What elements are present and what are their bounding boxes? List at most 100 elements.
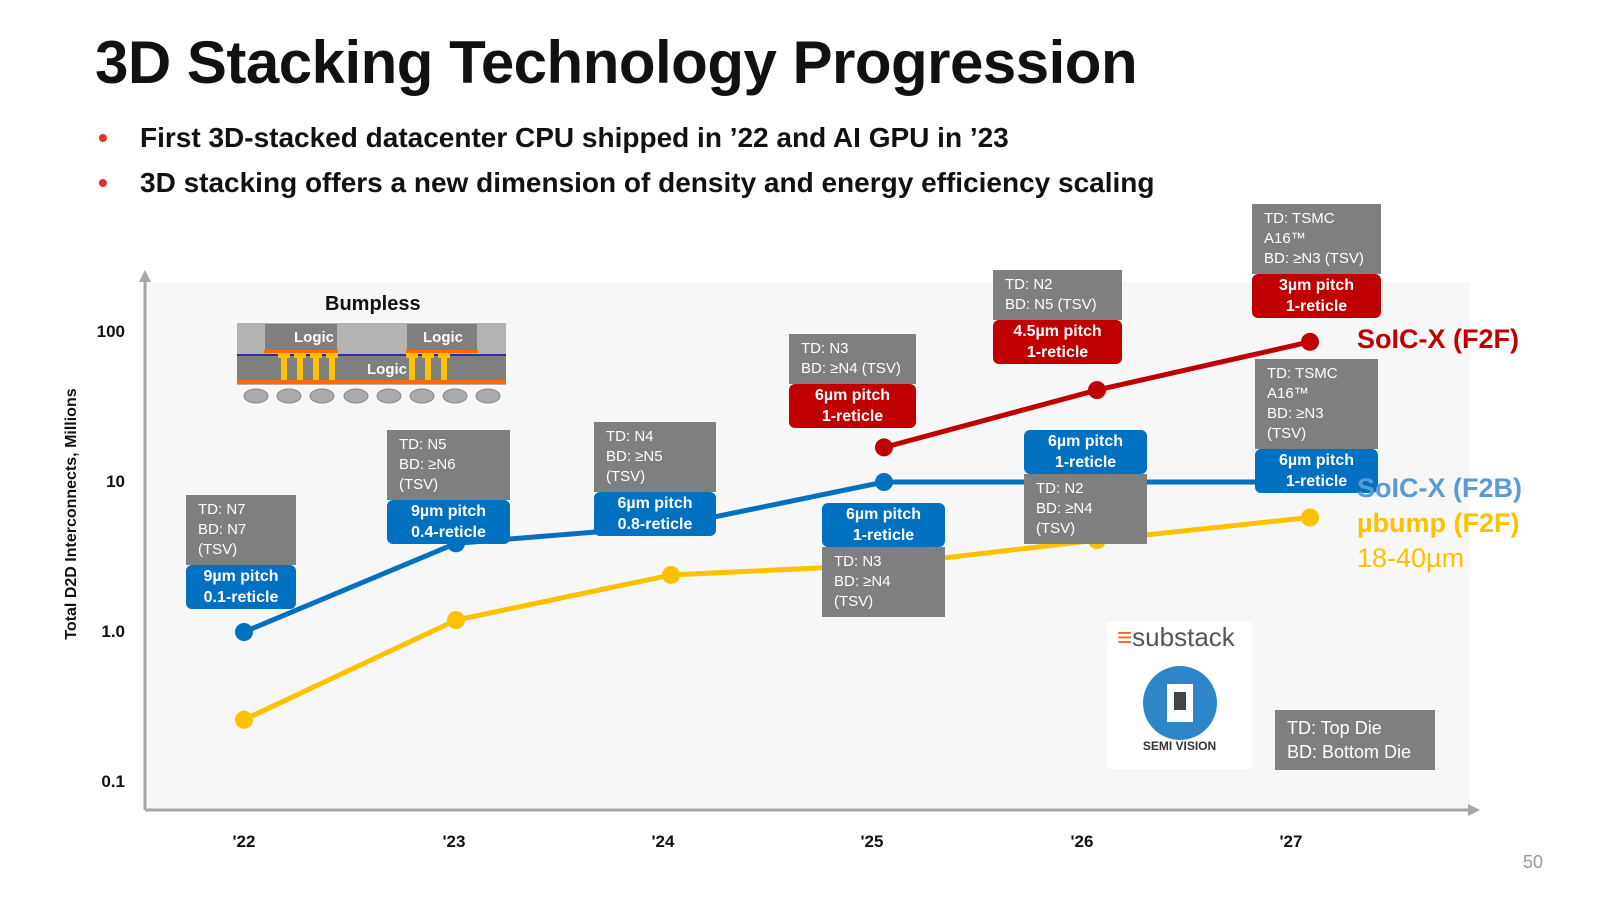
- process-info: TD: N2 BD: N5 (TSV): [993, 270, 1122, 320]
- annotation-a25r: TD: N3 BD: ≥N4 (TSV) 6µm pitch 1-reticle: [789, 334, 916, 428]
- process-line: TD: N4: [606, 428, 654, 445]
- annotation-a26b: 6µm pitch 1-reticle TD: N2 BD: ≥N4 (TSV): [1024, 430, 1147, 544]
- semi-vision-logo: ≡substack SEMI VISION: [1107, 622, 1252, 769]
- pitch-text: 9µm pitch: [203, 568, 279, 585]
- bullet-dot-icon: •: [98, 122, 108, 153]
- process-line: TD: TSMC: [1264, 210, 1335, 227]
- substack-logo: ≡substack: [1117, 622, 1235, 652]
- reticle-text: 0.4-reticle: [411, 524, 486, 541]
- process-line: BD: ≥N5 (TSV): [606, 448, 663, 485]
- process-line: TD: N7: [198, 501, 246, 518]
- data-point: [1301, 508, 1319, 527]
- annotation-a26r: TD: N2 BD: N5 (TSV) 4.5µm pitch 1-reticle: [993, 270, 1122, 364]
- process-info: TD: N3 BD: ≥N4 (TSV): [789, 334, 916, 384]
- substack-icon: ≡: [1117, 622, 1133, 652]
- annotation-a22: TD: N7 BD: N7 (TSV) 9µm pitch 0.1-reticle: [186, 495, 296, 609]
- legend-line: TD: Top Die: [1287, 718, 1382, 738]
- series-label-f2f: SoIC-X (F2F): [1357, 324, 1519, 354]
- reticle-text: 1-reticle: [1026, 344, 1089, 361]
- process-line: TD: TSMC: [1267, 365, 1338, 382]
- pitch-text: 6µm pitch: [1278, 452, 1354, 469]
- process-line: BD: ≥N6 (TSV): [399, 456, 456, 493]
- annotation-a27b: TD: TSMC A16™ BD: ≥N3 (TSV) 6µm pitch 1-reti…: [1255, 359, 1378, 493]
- logo-text: SEMI VISION: [1142, 739, 1217, 753]
- x-tick-label: '24: [651, 832, 675, 851]
- pitch-badge: 3µm pitch 1-reticle: [1252, 274, 1381, 318]
- process-line: BD: ≥N4 (TSV): [1036, 500, 1093, 537]
- pitch-badge: 6µm pitch 1-reticle: [1024, 430, 1147, 474]
- reticle-text: 1-reticle: [821, 408, 884, 425]
- page-number: 50: [1523, 852, 1544, 872]
- slide-title: 3D Stacking Technology Progression: [95, 29, 1138, 96]
- pitch-text: 9µm pitch: [410, 503, 486, 520]
- x-tick-label: '26: [1070, 832, 1094, 851]
- pitch-badge: 6µm pitch 1-reticle: [822, 503, 945, 547]
- process-info: TD: N3 BD: ≥N4 (TSV): [822, 547, 945, 617]
- bullet-1: • First 3D-stacked datacenter CPU shipped…: [98, 122, 1009, 154]
- y-tick-label: 10: [106, 472, 125, 491]
- y-tick-label: 1.0: [101, 622, 125, 641]
- reticle-text: 1-reticle: [1285, 473, 1348, 490]
- die-label: Logic: [367, 361, 407, 378]
- series-label-f2b: SoIC-X (F2B): [1357, 473, 1522, 503]
- semi-vision-icon: [1143, 666, 1217, 740]
- reticle-text: 0.1-reticle: [203, 589, 279, 606]
- pitch-text: 6µm pitch: [845, 506, 921, 523]
- pitch-text: 6µm pitch: [1047, 433, 1123, 450]
- process-line: TD: N2: [1036, 480, 1084, 497]
- x-tick-label: '23: [442, 832, 466, 851]
- pitch-text: 3µm pitch: [1278, 277, 1354, 294]
- diagram-title: Bumpless: [325, 293, 421, 315]
- series-label-ubump: µbump (F2F): [1357, 508, 1520, 538]
- abbreviation-legend: TD: Top Die BD: Bottom Die: [1275, 710, 1435, 770]
- bullet-2: • 3D stacking offers a new dimension of d…: [98, 167, 1155, 199]
- process-line: BD: ≥N3 (TSV): [1264, 250, 1364, 267]
- pitch-text: 6µm pitch: [814, 387, 890, 404]
- data-point: [235, 623, 253, 641]
- die-label: Logic: [423, 329, 463, 346]
- annotation-a24: TD: N4 BD: ≥N5 (TSV) 6µm pitch 0.8-reticle: [594, 422, 716, 536]
- process-line: (TSV): [198, 541, 238, 558]
- legend-line: BD: Bottom Die: [1287, 742, 1412, 762]
- x-tick-label: '22: [232, 832, 256, 851]
- x-tick-label: '25: [860, 832, 884, 851]
- process-line: A16™: [1267, 385, 1309, 402]
- reticle-text: 1-reticle: [852, 527, 915, 544]
- reticle-text: 0.8-reticle: [617, 516, 693, 533]
- annotation-a27r: TD: TSMC A16™ BD: ≥N3 (TSV) 3µm pitch 1-reti…: [1252, 204, 1381, 318]
- x-tick-label: '27: [1279, 832, 1303, 851]
- data-point: [447, 611, 465, 630]
- data-point: [235, 710, 253, 729]
- y-axis-title: Total D2D Interconnects, Millions: [63, 388, 80, 640]
- y-tick-label: 100: [96, 322, 125, 341]
- data-point: [1301, 332, 1319, 351]
- pitch-text: 4.5µm pitch: [1013, 323, 1102, 340]
- bumpless-diagram: [237, 323, 506, 404]
- process-line: BD: N5 (TSV): [1005, 296, 1097, 313]
- process-line: TD: N2: [1005, 276, 1053, 293]
- y-tick-label: 0.1: [101, 772, 125, 791]
- pitch-badge: 6µm pitch 1-reticle: [1255, 449, 1378, 493]
- pitch-badge: 9µm pitch 0.4-reticle: [387, 500, 510, 544]
- process-line: BD: ≥N4 (TSV): [834, 573, 891, 610]
- process-line: TD: N5: [399, 436, 447, 453]
- process-info: TD: N4 BD: ≥N5 (TSV): [594, 422, 716, 492]
- die-label: Logic: [294, 329, 334, 346]
- process-line: BD: ≥N3 (TSV): [1267, 405, 1324, 442]
- pitch-text: 6µm pitch: [617, 495, 693, 512]
- data-point: [1088, 381, 1106, 400]
- process-info: TD: TSMC A16™ BD: ≥N3 (TSV): [1252, 204, 1381, 274]
- annotation-a23: TD: N5 BD: ≥N6 (TSV) 9µm pitch 0.4-reticle: [387, 430, 510, 544]
- data-point: [875, 438, 893, 457]
- pitch-badge: 6µm pitch 0.8-reticle: [594, 492, 716, 536]
- bullet-dot-icon: •: [98, 167, 108, 198]
- reticle-text: 1-reticle: [1285, 298, 1348, 315]
- process-info: TD: N5 BD: ≥N6 (TSV): [387, 430, 510, 500]
- pitch-badge: 6µm pitch 1-reticle: [789, 384, 916, 428]
- data-point: [875, 473, 893, 491]
- process-line: TD: N3: [834, 553, 882, 570]
- process-info: TD: TSMC A16™ BD: ≥N3 (TSV): [1255, 359, 1378, 449]
- bullet-text: First 3D-stacked datacenter CPU shipped …: [140, 122, 1009, 153]
- y-axis-arrow-icon: [139, 270, 151, 282]
- x-axis-arrow-icon: [1468, 804, 1480, 816]
